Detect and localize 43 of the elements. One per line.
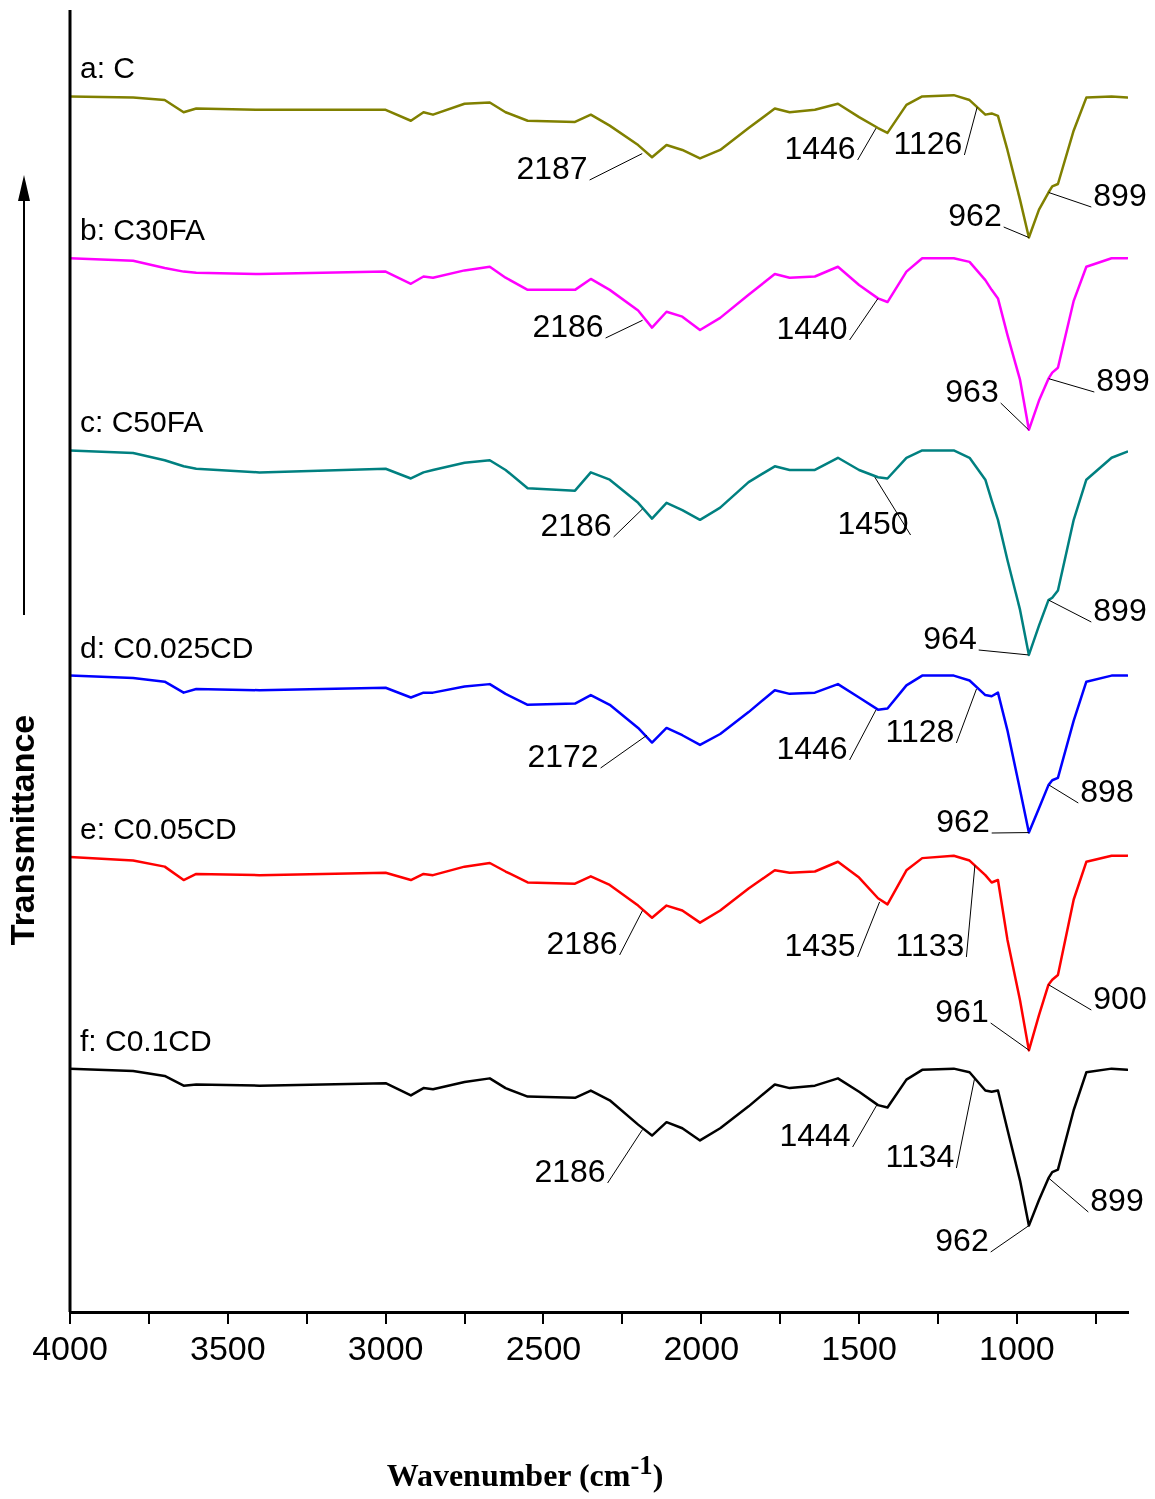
x-tick-label: 3000: [347, 1328, 424, 1367]
annotation: 899: [1093, 176, 1147, 213]
x-tick-label: 2000: [663, 1328, 740, 1367]
annotation: 1126: [893, 124, 963, 161]
annotation: 964: [923, 619, 977, 656]
annotation: 899: [1093, 591, 1147, 628]
annotation: 1450: [837, 504, 909, 541]
annotation: 2186: [532, 307, 604, 344]
series-label: c: C50FA: [80, 405, 204, 439]
x-tick-label: 3500: [190, 1328, 266, 1367]
y-axis-title: Transmittance: [3, 714, 42, 946]
annotation: 1435: [784, 926, 856, 963]
x-tick-label: 2500: [505, 1328, 582, 1367]
x-tick-label: 1000: [979, 1328, 1055, 1367]
annotation: 1444: [779, 1116, 851, 1153]
annotation: 1440: [776, 309, 848, 346]
series-label: b: C30FA: [80, 213, 206, 247]
series-label: f: C0.1CD: [80, 1023, 212, 1057]
series-label: d: C0.025CD: [80, 630, 254, 664]
annotation: 962: [948, 196, 1002, 233]
annotation: 1128: [885, 712, 955, 749]
series-label: e: C0.05CD: [80, 811, 237, 845]
annotation: 961: [935, 992, 989, 1029]
annotation: 899: [1096, 361, 1150, 398]
x-tick-label: 4000: [32, 1328, 108, 1367]
annotation: 2172: [527, 737, 599, 774]
annotation: 898: [1080, 772, 1134, 809]
annotation: 900: [1093, 979, 1147, 1016]
annotation: 899: [1090, 1181, 1144, 1218]
annotation: 1133: [895, 926, 965, 963]
annotation: 962: [935, 1221, 989, 1258]
annotation: 2186: [546, 924, 618, 961]
annotation: 962: [936, 802, 990, 839]
annotation: 1446: [776, 729, 848, 766]
annotation: 1446: [784, 129, 856, 166]
x-axis-title: Wavenumber (cm$^{-1}$): [385, 1450, 665, 1494]
series-label: a: C: [80, 51, 136, 85]
annotation: 2187: [516, 149, 588, 186]
annotation: 963: [945, 372, 999, 409]
x-tick-label: 1500: [821, 1328, 897, 1367]
annotation: 1134: [885, 1137, 955, 1174]
annotation: 2186: [540, 506, 612, 543]
annotation: 2186: [534, 1152, 606, 1189]
